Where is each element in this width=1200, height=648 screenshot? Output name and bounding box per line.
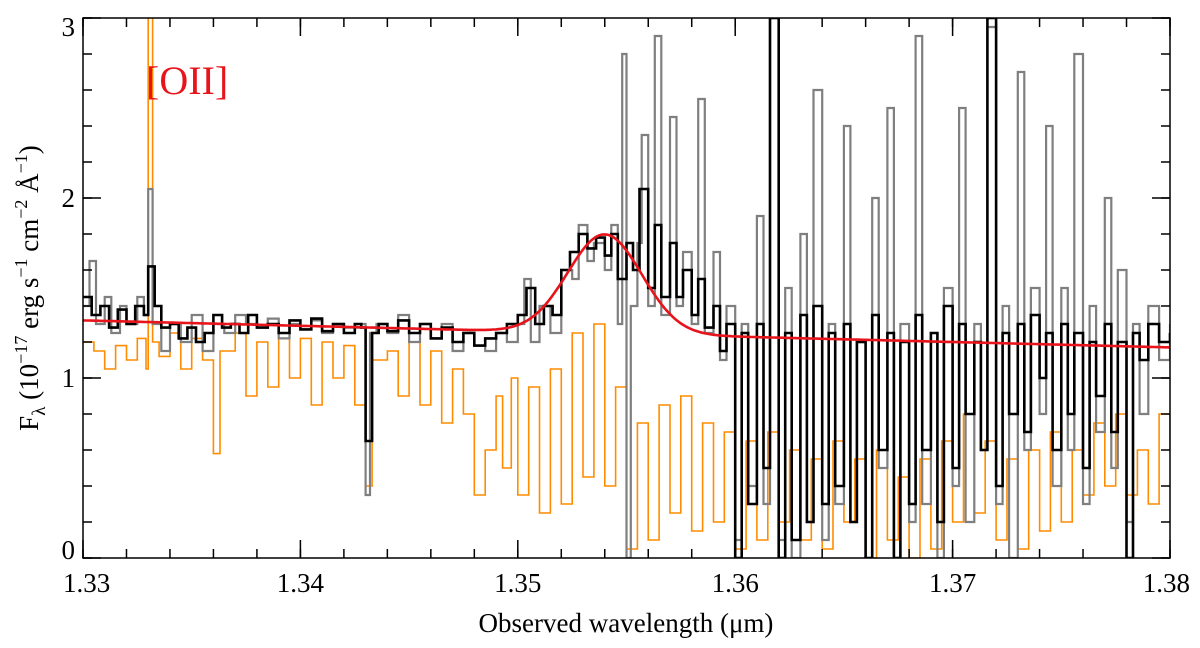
y-tick-label: 0 (62, 535, 76, 565)
x-tick-label: 1.34 (277, 568, 325, 598)
x-tick-label: 1.35 (494, 568, 541, 598)
y-tick-label: 2 (62, 183, 76, 213)
plot-series (83, 18, 1170, 558)
gaussian-fit-line (83, 233, 1170, 349)
x-tick-label: 1.33 (63, 568, 110, 598)
oii-annotation: [OII] (146, 58, 228, 103)
model-spectrum-line (83, 18, 1170, 558)
x-tick-label: 1.36 (712, 568, 759, 598)
axis-tick-labels: 1.33 1.34 1.35 1.36 1.37 1.38 0 1 2 3 (62, 12, 1191, 598)
y-tick-label: 1 (62, 363, 76, 393)
x-tick-label: 1.37 (929, 568, 976, 598)
y-axis-title: Fλ (10−17 erg s−1 cm−2 Å−1) (11, 145, 50, 431)
axis-ticks (82, 17, 1171, 559)
x-tick-label: 1.38 (1143, 568, 1190, 598)
plot-frame (82, 17, 1171, 559)
y-tick-label: 3 (62, 12, 76, 42)
x-axis-title: Observed wavelength (μm) (479, 608, 774, 638)
